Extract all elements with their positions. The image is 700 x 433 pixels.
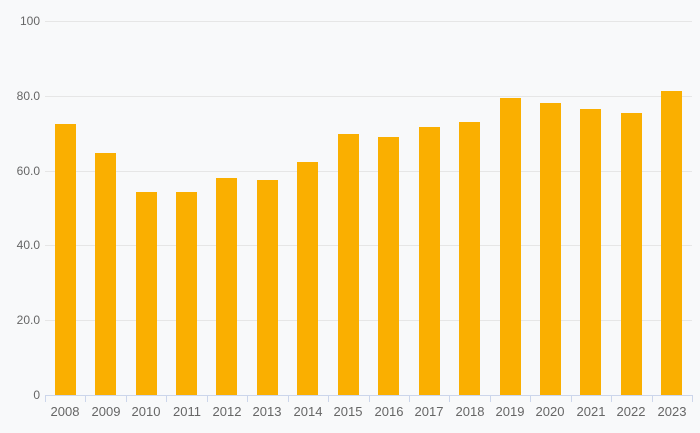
y-axis-tick-label: 0 — [33, 388, 40, 402]
x-axis-tick-label: 2016 — [374, 404, 404, 419]
bar-2018[interactable] — [459, 122, 480, 395]
x-axis-tick — [85, 396, 86, 402]
x-axis-tick — [369, 396, 370, 402]
x-axis-tick — [126, 396, 127, 402]
x-axis-tick-label: 2013 — [252, 404, 282, 419]
y-axis-tick-label: 20.0 — [16, 313, 40, 327]
bar-2011[interactable] — [176, 192, 197, 395]
x-axis-tick — [530, 396, 531, 402]
bar-2015[interactable] — [338, 134, 359, 395]
bar-2014[interactable] — [297, 162, 318, 395]
x-axis-tick — [571, 396, 572, 402]
x-axis-tick-label: 2012 — [212, 404, 242, 419]
gridline — [45, 96, 692, 97]
y-axis-tick-label: 80.0 — [16, 89, 40, 103]
bar-2013[interactable] — [257, 180, 278, 395]
x-axis-tick-label: 2018 — [455, 404, 485, 419]
x-axis-tick-label: 2017 — [414, 404, 444, 419]
x-axis-tick — [207, 396, 208, 402]
x-axis-tick-label: 2021 — [576, 404, 606, 419]
bar-2022[interactable] — [621, 113, 642, 395]
bar-2009[interactable] — [95, 153, 116, 395]
x-axis-tick-label: 2023 — [657, 404, 687, 419]
gridline — [45, 171, 692, 172]
x-axis-tick-label: 2022 — [616, 404, 646, 419]
y-axis-tick-label: 100 — [19, 14, 40, 28]
x-axis-tick-label: 2019 — [495, 404, 525, 419]
bar-2017[interactable] — [419, 127, 440, 395]
x-axis-tick — [652, 396, 653, 402]
gridline — [45, 21, 692, 22]
bar-2016[interactable] — [378, 137, 399, 395]
bar-2023[interactable] — [661, 91, 682, 395]
bar-2010[interactable] — [136, 192, 157, 395]
x-axis-tick — [166, 396, 167, 402]
x-axis-tick-label: 2008 — [50, 404, 80, 419]
x-axis-tick — [288, 396, 289, 402]
x-axis-tick — [449, 396, 450, 402]
x-axis-tick — [692, 396, 693, 402]
gridline — [45, 245, 692, 246]
x-axis-tick-label: 2010 — [131, 404, 161, 419]
y-axis-tick-label: 40.0 — [16, 238, 40, 252]
gridline — [45, 320, 692, 321]
x-axis-tick — [409, 396, 410, 402]
x-axis-tick — [611, 396, 612, 402]
bar-2021[interactable] — [580, 109, 601, 395]
bar-2020[interactable] — [540, 103, 561, 395]
x-axis-tick — [247, 396, 248, 402]
bar-2019[interactable] — [500, 98, 521, 395]
x-axis-tick — [490, 396, 491, 402]
bar-2008[interactable] — [55, 124, 76, 395]
x-axis-tick-label: 2009 — [91, 404, 121, 419]
x-axis-line — [45, 395, 693, 396]
y-axis-tick-label: 60.0 — [16, 164, 40, 178]
x-axis-tick-label: 2011 — [173, 404, 201, 419]
x-axis-tick — [328, 396, 329, 402]
x-axis-tick — [45, 396, 46, 402]
x-axis-tick-label: 2014 — [293, 404, 323, 419]
x-axis-tick-label: 2020 — [535, 404, 565, 419]
x-axis-tick-label: 2015 — [333, 404, 363, 419]
bar-2012[interactable] — [216, 178, 237, 395]
